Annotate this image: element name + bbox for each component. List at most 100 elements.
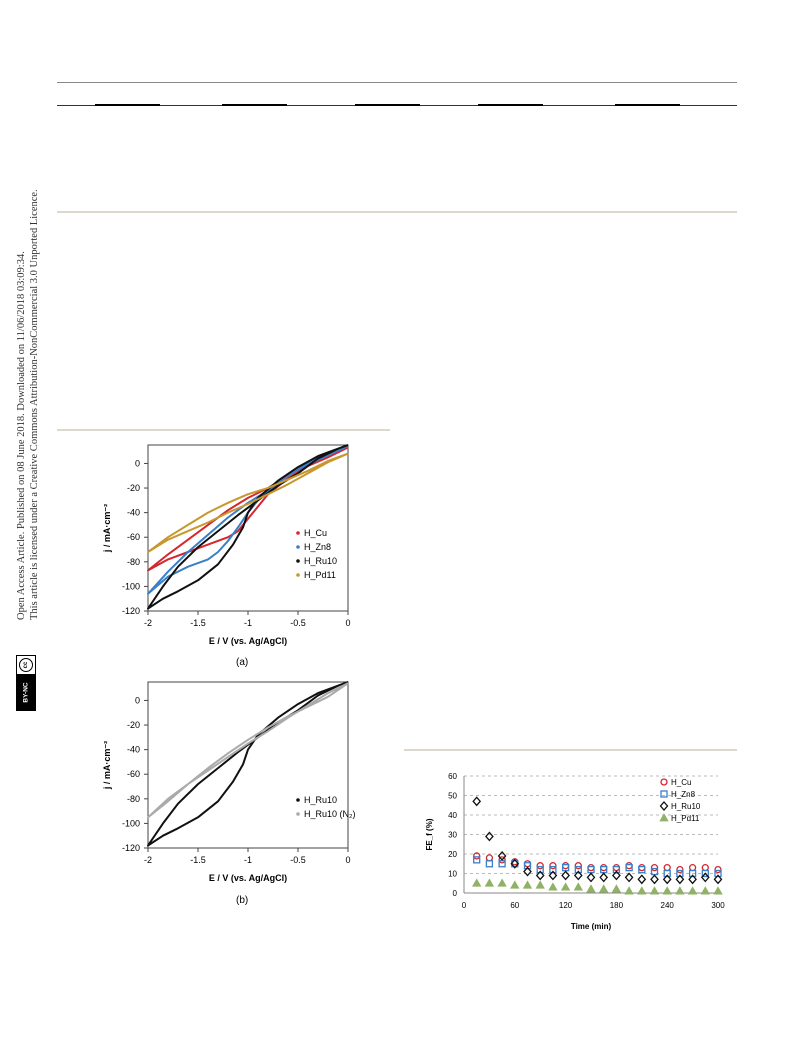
fe-point-1: [701, 869, 709, 878]
fe-point-0: [574, 862, 582, 870]
fe-legend-label-3: H_Pd11: [671, 814, 700, 823]
cv-chart-b: -2 -1.5 -1 -0.5 0 0 -20 -40 -60 -80 -100 -120 E / V …: [102, 681, 356, 883]
cv-b-legend-label-1: H_Ru10 (N₂): [304, 809, 356, 819]
fe-point-0: [561, 862, 570, 870]
cv-b-y-tick-label: -120: [122, 843, 140, 853]
cv-b-x-tick-label: -1: [244, 855, 252, 865]
fe-point-0: [714, 865, 722, 874]
cv-chart-a: -2 -1.5 -1 -0.5 0 0 -20 -40 -60 -80 -100 -120 E / V …: [102, 444, 351, 646]
fe-point-1: [663, 869, 671, 878]
fe-legend-label-0: H_Cu: [671, 778, 691, 787]
fe-point-2: [497, 850, 507, 861]
cv-a-y-tick-label: 0: [135, 458, 140, 468]
cv-a-legend-marker-3: [296, 573, 300, 577]
sidebar-line-1: Open Access Article. Published on 08 Jun…: [16, 251, 27, 620]
cc-license-badge[interactable]: cc BY-NC: [16, 655, 36, 711]
fe-point-0: [612, 864, 621, 872]
fe-point-3: [713, 886, 723, 895]
fe-point-3: [637, 886, 647, 895]
fe-legend-marker-0: [660, 778, 668, 786]
fe-x-tick-label: 120: [559, 901, 573, 910]
cv-a-y-tick-label: -20: [127, 483, 140, 493]
fe-point-2: [523, 866, 532, 877]
fe-point-0: [663, 864, 671, 872]
cv-b-x-tick-label: 0: [345, 855, 350, 865]
cv-a-x-tick-label: -2: [144, 618, 152, 628]
cv-b-series-line-1: [147, 682, 349, 819]
cv-a-x-tick-label: -1: [244, 618, 252, 628]
cv-a-x-tick-label: -1.5: [190, 618, 206, 628]
fe-point-0: [638, 864, 646, 872]
fe-point-0: [473, 852, 481, 860]
cv-a-y-tick-label: -100: [122, 581, 140, 591]
cv-b-legend-marker-1: [296, 812, 300, 816]
fe-y-tick-label: 20: [448, 850, 457, 859]
fe-point-2: [561, 870, 570, 881]
fe-y-axis-label: FE_f (%): [425, 818, 434, 850]
fe-point-0: [701, 864, 709, 872]
cv-a-legend-label-1: H_Zn8: [304, 542, 331, 552]
fe-legend-marker-1: [660, 790, 668, 798]
cv-b-legend-marker-0: [296, 798, 300, 802]
fe-point-1: [536, 865, 544, 874]
fe-point-2: [586, 872, 596, 883]
col-rule-1: [95, 104, 160, 106]
fe-x-tick-label: 0: [462, 901, 467, 910]
fe-point-1: [485, 860, 494, 868]
fe-point-2: [713, 874, 723, 885]
cv-a-x-tick-label: 0: [345, 618, 350, 628]
fe-point-1: [473, 856, 481, 864]
cv-a-x-tick-label: -0.5: [290, 618, 306, 628]
caption-a: (a): [236, 657, 249, 668]
fe-point-0: [676, 865, 684, 874]
fe-point-2: [472, 796, 482, 807]
fe-point-2: [485, 831, 494, 842]
fe-x-tick-label: 180: [610, 901, 624, 910]
license-sidebar: Open Access Article. Published on 08 Jun…: [0, 0, 52, 1039]
section-rule: [57, 211, 737, 213]
fe-y-tick-label: 30: [448, 831, 457, 840]
cv-b-y-tick-label: -100: [122, 818, 140, 828]
fe-point-3: [675, 886, 685, 895]
fe-point-3: [662, 886, 672, 895]
cc-icon: cc: [18, 656, 34, 674]
fe-x-tick-label: 240: [661, 901, 675, 910]
fe-point-3: [560, 882, 571, 891]
fe-point-3: [510, 880, 520, 889]
fe-point-3: [599, 884, 609, 893]
cv-a-y-axis-label: j / mA·cm⁻²: [102, 504, 112, 553]
fe-x-tick-label: 300: [711, 901, 725, 910]
cv-a-legend-marker-0: [296, 531, 300, 535]
fe-legend-label-1: H_Zn8: [671, 790, 696, 799]
fe-point-3: [624, 886, 634, 895]
col-rule-4: [478, 104, 543, 106]
fe-y-tick-label: 10: [448, 870, 457, 879]
cv-b-x-axis-label: E / V (vs. Ag/AgCl): [209, 873, 287, 883]
fe-chart: 0 10 20 30 40 50 60 0 60 120 180 240 300 Time (min) FE…: [425, 772, 725, 931]
license-type-label: BY-NC: [17, 674, 35, 710]
fe-point-2: [548, 870, 558, 881]
fe-legend-marker-3: [659, 813, 669, 822]
fe-x-axis-label: Time (min): [571, 922, 612, 931]
fe-point-3: [687, 886, 698, 895]
fe-point-0: [549, 862, 557, 870]
cv-b-x-tick-label: -0.5: [290, 855, 306, 865]
cv-a-y-tick-label: -40: [127, 508, 140, 518]
cv-a-series-line-3: [147, 452, 349, 553]
fe-point-2: [612, 870, 621, 881]
cv-b-y-tick-label: -40: [127, 745, 140, 755]
fe-y-tick-label: 50: [448, 792, 457, 801]
cv-a-legend-marker-2: [296, 559, 300, 563]
fe-point-3: [573, 882, 583, 891]
fe-point-3: [611, 884, 622, 893]
fe-point-3: [484, 878, 495, 887]
fe-point-3: [700, 886, 710, 895]
cv-a-y-tick-label: -60: [127, 532, 140, 542]
fe-point-2: [700, 872, 710, 883]
right-figure-rule: [404, 749, 737, 751]
cv-a-series-line-2: [147, 444, 349, 610]
cv-b-y-tick-label: -80: [127, 794, 140, 804]
cv-b-legend-label-0: H_Ru10: [304, 795, 337, 805]
fe-point-0: [485, 854, 494, 862]
fe-y-tick-label: 60: [448, 772, 457, 781]
